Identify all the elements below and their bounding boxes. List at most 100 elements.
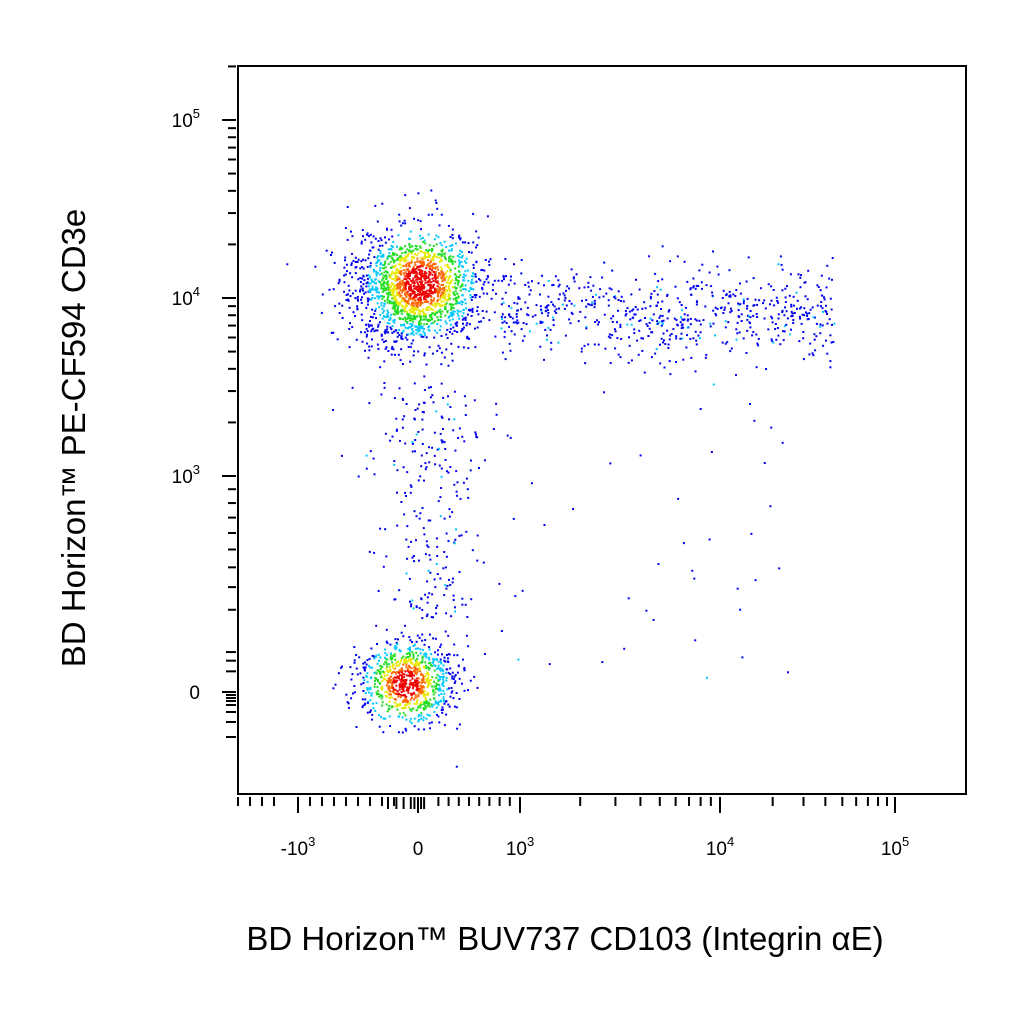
event-point — [397, 234, 400, 237]
event-point — [426, 580, 429, 583]
event-point — [514, 321, 517, 324]
event-point — [433, 238, 436, 241]
event-point — [756, 303, 759, 306]
event-point — [475, 280, 478, 283]
event-point — [755, 366, 758, 369]
event-point — [455, 490, 458, 493]
event-point — [650, 331, 653, 334]
event-point — [474, 346, 477, 349]
event-point — [722, 312, 725, 314]
event-point — [401, 683, 404, 686]
event-point — [475, 230, 478, 233]
event-point — [419, 220, 422, 223]
event-point — [467, 242, 470, 244]
event-point — [657, 563, 660, 566]
event-point — [660, 308, 662, 310]
event-point — [440, 283, 443, 286]
event-point — [400, 270, 403, 273]
event-point — [400, 631, 403, 634]
event-point — [428, 270, 431, 273]
event-point — [690, 293, 693, 296]
event-point — [372, 280, 375, 283]
event-point — [414, 275, 417, 278]
event-point — [434, 278, 437, 281]
event-point — [391, 270, 394, 273]
event-point — [809, 342, 812, 345]
event-point — [419, 314, 422, 317]
event-point — [449, 290, 452, 293]
event-point — [393, 701, 396, 704]
event-point — [388, 685, 391, 688]
event-point — [541, 321, 544, 324]
event-point — [458, 723, 461, 726]
event-point — [410, 667, 413, 670]
event-point — [412, 256, 415, 259]
event-point — [416, 298, 419, 301]
event-point — [392, 690, 394, 693]
event-point — [587, 286, 590, 289]
event-point — [417, 706, 419, 709]
event-point — [829, 334, 832, 337]
event-point — [448, 319, 451, 322]
event-point — [642, 337, 644, 340]
event-point — [683, 260, 686, 263]
event-point — [545, 306, 548, 309]
event-point — [481, 286, 484, 289]
event-point — [350, 697, 353, 700]
event-point — [686, 326, 689, 329]
event-point — [411, 307, 414, 310]
event-point — [383, 386, 386, 389]
event-point — [439, 308, 442, 311]
event-point — [436, 604, 439, 607]
event-point — [815, 335, 818, 338]
event-point — [421, 411, 424, 413]
event-point — [461, 283, 464, 286]
event-point — [408, 652, 411, 654]
event-point — [617, 299, 620, 301]
event-point — [695, 300, 698, 303]
event-point — [378, 273, 381, 276]
event-point — [382, 309, 385, 312]
event-point — [409, 649, 412, 652]
event-point — [360, 298, 362, 301]
event-point — [424, 593, 427, 596]
event-point — [377, 248, 380, 251]
event-point — [695, 284, 698, 287]
event-point — [420, 315, 423, 318]
event-point — [471, 309, 474, 312]
event-point — [422, 706, 425, 709]
event-point — [442, 664, 445, 667]
event-point — [626, 307, 629, 310]
event-point — [513, 301, 516, 304]
event-point — [422, 686, 425, 689]
event-point — [408, 261, 411, 264]
event-point — [463, 440, 466, 443]
event-point — [370, 298, 373, 301]
event-point — [337, 672, 340, 675]
event-point — [430, 287, 433, 290]
event-point — [415, 702, 418, 705]
event-point — [366, 342, 369, 345]
event-point — [384, 270, 387, 273]
event-point — [416, 307, 419, 310]
event-point — [465, 477, 468, 480]
event-point — [512, 517, 515, 520]
event-point — [410, 297, 413, 300]
event-point — [410, 722, 413, 725]
event-point — [529, 330, 531, 333]
event-point — [332, 331, 335, 334]
event-point — [403, 219, 406, 222]
event-point — [644, 307, 647, 310]
event-point — [624, 314, 627, 317]
event-point — [400, 224, 403, 227]
event-point — [424, 698, 427, 701]
event-point — [423, 297, 426, 300]
event-point — [458, 261, 461, 264]
event-point — [470, 251, 473, 254]
event-point — [427, 519, 430, 522]
event-point — [411, 311, 414, 314]
event-point — [792, 319, 795, 321]
event-point — [444, 264, 447, 267]
event-point — [447, 224, 450, 227]
event-point — [417, 282, 419, 285]
